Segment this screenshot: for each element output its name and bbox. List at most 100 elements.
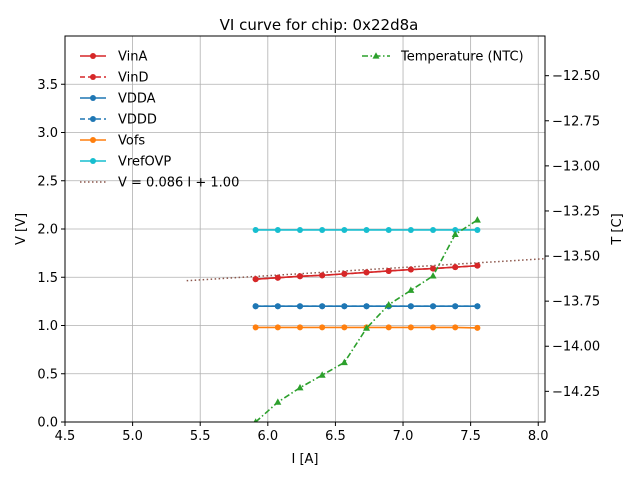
point-vind <box>363 269 370 276</box>
x-tick-label: 8.0 <box>528 429 549 444</box>
legend-marker-1 <box>90 74 96 80</box>
point-vrefovp <box>296 226 303 233</box>
point-vofs <box>296 324 303 331</box>
point-temperature <box>296 383 304 391</box>
point-temperature <box>363 324 371 331</box>
y2-axis-label: T [C] <box>610 213 625 245</box>
legend-label-4: Vofs <box>118 134 145 149</box>
y-tick-label: 3.0 <box>37 126 58 141</box>
y-tick-label: 3.5 <box>37 78 58 93</box>
point-vddd <box>341 303 348 310</box>
x-tick-label: 5.5 <box>190 429 211 444</box>
point-vofs <box>319 324 326 331</box>
chart-title: VI curve for chip: 0x22d8a <box>220 16 419 34</box>
point-temperature <box>385 300 393 308</box>
legend-marker-2 <box>90 95 96 101</box>
point-vind <box>319 272 326 279</box>
legend-label-3: VDDD <box>118 113 157 128</box>
point-vrefovp <box>474 226 481 233</box>
point-vrefovp <box>407 226 414 233</box>
y2-tick-label: −13.50 <box>552 250 600 265</box>
point-vrefovp <box>274 226 281 233</box>
point-vind <box>385 267 392 274</box>
point-temperature <box>253 418 258 422</box>
series-line-vind <box>255 264 478 280</box>
x-axis-label: I [A] <box>291 452 318 467</box>
y2-tick-label: −13.75 <box>552 295 600 310</box>
legend-label-5: VrefOVP <box>118 155 171 170</box>
legend-marker-temperature <box>372 52 380 59</box>
point-vofs <box>430 324 437 331</box>
point-temperature <box>318 371 326 378</box>
point-vrefovp <box>452 226 459 233</box>
legend-left: VinA VinD VDDA VDDD Vofs VrefOVP V = 0.086 I +… <box>80 50 239 191</box>
y-tick-label: 0.5 <box>37 367 58 382</box>
point-vind <box>341 270 348 277</box>
point-vddd <box>430 303 437 310</box>
x-tick-label: 5.0 <box>122 429 143 444</box>
legend-right: Temperature (NTC) <box>362 50 524 65</box>
y-tick-label: 1.5 <box>37 271 58 286</box>
point-temperature <box>451 230 459 238</box>
point-vofs <box>385 324 392 331</box>
point-vrefovp <box>363 226 370 233</box>
point-vrefovp <box>319 226 326 233</box>
point-temperature <box>340 358 348 366</box>
point-vind <box>452 264 459 271</box>
point-vofs <box>407 324 414 331</box>
x-tick-label: 6.0 <box>257 429 278 444</box>
point-vofs <box>252 324 259 331</box>
point-vind <box>474 262 481 269</box>
x-tick-label: 7.5 <box>460 429 481 444</box>
y-axis-label: V [V] <box>14 213 29 245</box>
point-vind <box>407 266 414 273</box>
legend-label-1: VinD <box>118 71 148 86</box>
legend-label-0: VinA <box>118 50 147 65</box>
y2-tick-label: −13.00 <box>552 159 600 174</box>
point-vddd <box>252 303 259 310</box>
y2-tick-label: −12.50 <box>552 69 600 84</box>
legend-marker-5 <box>90 158 96 164</box>
x-tick-label: 6.5 <box>325 429 346 444</box>
series-line-temperature <box>255 219 478 422</box>
point-vddd <box>296 303 303 310</box>
y-tick-label: 0.0 <box>37 416 58 431</box>
y2-tick-label: −12.75 <box>552 114 600 129</box>
point-temperature <box>473 216 481 223</box>
y2-tick-label: −14.25 <box>552 385 600 400</box>
y-tick-label: 2.0 <box>37 223 58 238</box>
legend-marker-3 <box>90 116 96 122</box>
point-vofs <box>274 324 281 331</box>
point-vddd <box>452 303 459 310</box>
point-vrefovp <box>430 226 437 233</box>
point-vofs <box>341 324 348 331</box>
point-temperature <box>429 272 437 279</box>
axes-layer: 4.5 5.0 5.5 6.0 6.5 7.0 7.5 8.0 0.0 0.5 1.0 1.5 2.0 2… <box>37 69 600 444</box>
x-tick-label: 7.0 <box>393 429 414 444</box>
y2-tick-label: −14.00 <box>552 340 600 355</box>
point-vind <box>296 273 303 280</box>
y-tick-label: 1.0 <box>37 319 58 334</box>
point-vind <box>252 276 259 283</box>
point-vind <box>430 265 437 272</box>
point-vrefovp <box>385 226 392 233</box>
y-tick-label: 2.5 <box>37 174 58 189</box>
legend-label-6: V = 0.086 I + 1.00 <box>118 176 239 191</box>
point-vddd <box>319 303 326 310</box>
point-vddd <box>407 303 414 310</box>
point-vddd <box>363 303 370 310</box>
point-vrefovp <box>252 226 259 233</box>
point-vofs <box>452 324 459 331</box>
point-temperature <box>274 398 282 405</box>
point-vrefovp <box>341 226 348 233</box>
series-layer <box>186 216 545 422</box>
point-temperature <box>407 286 415 293</box>
point-vofs <box>474 324 481 331</box>
legend-marker-4 <box>90 137 96 143</box>
legend-label-2: VDDA <box>118 92 156 107</box>
x-tick-label: 4.5 <box>55 429 76 444</box>
point-vddd <box>474 303 481 310</box>
legend-label-temperature: Temperature (NTC) <box>400 50 524 65</box>
point-vddd <box>274 303 281 310</box>
